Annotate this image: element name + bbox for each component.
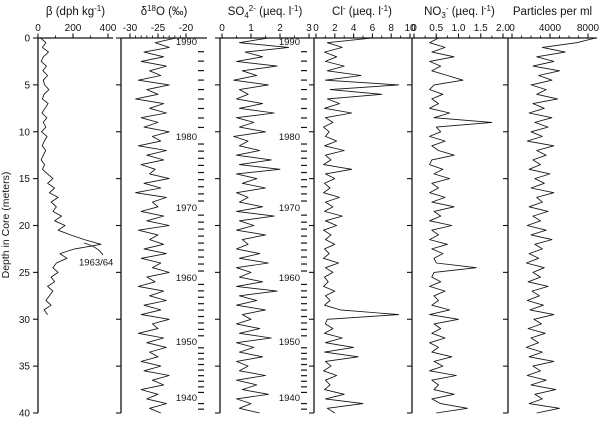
x-tick-label: 8 — [388, 23, 394, 34]
x-tick-label: 6 — [370, 23, 376, 34]
depth-tick-label: 30 — [19, 315, 31, 326]
year-label: 1950 — [176, 337, 197, 348]
year-label: 1970 — [176, 203, 197, 214]
year-label: 1960 — [279, 273, 300, 284]
depth-tick-label: 35 — [19, 362, 31, 373]
x-tick-label: 10 — [404, 23, 416, 34]
x-tick-label: 2 — [277, 23, 283, 34]
panel-title: SO42- (µeq. l-1) — [228, 4, 303, 20]
x-tick-label: 4000 — [539, 23, 562, 34]
x-tick-label: 1.5 — [474, 23, 488, 34]
year-label: 1990 — [279, 37, 300, 48]
x-tick-label: 1 — [248, 23, 254, 34]
annual-dash-marks — [198, 51, 204, 410]
x-tick-label: 400 — [100, 23, 117, 34]
year-label: 1970 — [279, 203, 300, 214]
year-label: 1940 — [176, 393, 197, 404]
year-label: 1980 — [176, 132, 197, 143]
x-tick-label: 8000 — [577, 23, 600, 34]
x-tick-label: 0 — [509, 23, 515, 34]
x-tick-label: 3 — [306, 23, 312, 34]
year-label: 1960 — [176, 273, 197, 284]
d18o-trace — [135, 37, 176, 414]
year-label: 1940 — [279, 393, 300, 404]
panel-title: β (dph kg-1) — [46, 4, 105, 18]
beta-trace — [40, 37, 102, 315]
x-tick-label: 4 — [351, 23, 357, 34]
so4-trace — [233, 37, 290, 414]
x-tick-label: -30 — [123, 23, 138, 34]
cl-trace — [323, 37, 400, 414]
x-tick-label: -25 — [151, 23, 166, 34]
annotation-leader-line — [83, 242, 104, 256]
x-tick-label: 200 — [65, 23, 82, 34]
no3-trace — [429, 37, 493, 414]
x-tick-label: 0 — [35, 23, 41, 34]
x-tick-label: -20 — [179, 23, 194, 34]
x-tick-label: 0.5 — [429, 23, 443, 34]
x-tick-label: 1.0 — [452, 23, 466, 34]
panel-title: Particles per ml — [513, 6, 592, 18]
depth-tick-label: 0 — [24, 34, 30, 45]
year-label: 1990 — [176, 37, 197, 48]
depth-tick-label: 5 — [24, 80, 30, 91]
annual-dash-marks — [301, 51, 307, 410]
part-trace — [525, 37, 596, 414]
panel-title: NO3- (µeq. l-1) — [424, 4, 495, 20]
depth-tick-label: 10 — [19, 127, 31, 138]
panel-d18o: -30 -25 -20 δ18O (‰) 1990 1980 1970 1960 1950 194… — [116, 4, 207, 414]
depth-tick-label: 25 — [19, 268, 31, 279]
x-tick-label: 2.0 — [496, 23, 510, 34]
depth-tick-label: 15 — [19, 174, 31, 185]
x-tick-label: 0 — [411, 23, 417, 34]
x-tick-label: 0 — [219, 23, 225, 34]
panel-title: δ18O (‰) — [141, 4, 188, 18]
year-label: 1950 — [279, 337, 300, 348]
panel-part: 0 4000 8000 Particles per ml — [503, 6, 600, 414]
depth-axis-label: Depth in Core (meters) — [0, 172, 12, 279]
x-tick-label: 0 — [313, 23, 319, 34]
depth-tick-label: 40 — [19, 409, 31, 420]
panel-title: Cl- (µeq. l-1) — [332, 4, 392, 18]
year-label: 1980 — [279, 132, 300, 143]
x-tick-label: 2 — [332, 23, 338, 34]
depth-tick-label: 20 — [19, 221, 31, 232]
panel-cl: 0 2 4 6 8 10 Cl- (µeq. l-1) — [309, 4, 416, 414]
bomb-layer-annotation: 1963/64 — [79, 258, 113, 269]
